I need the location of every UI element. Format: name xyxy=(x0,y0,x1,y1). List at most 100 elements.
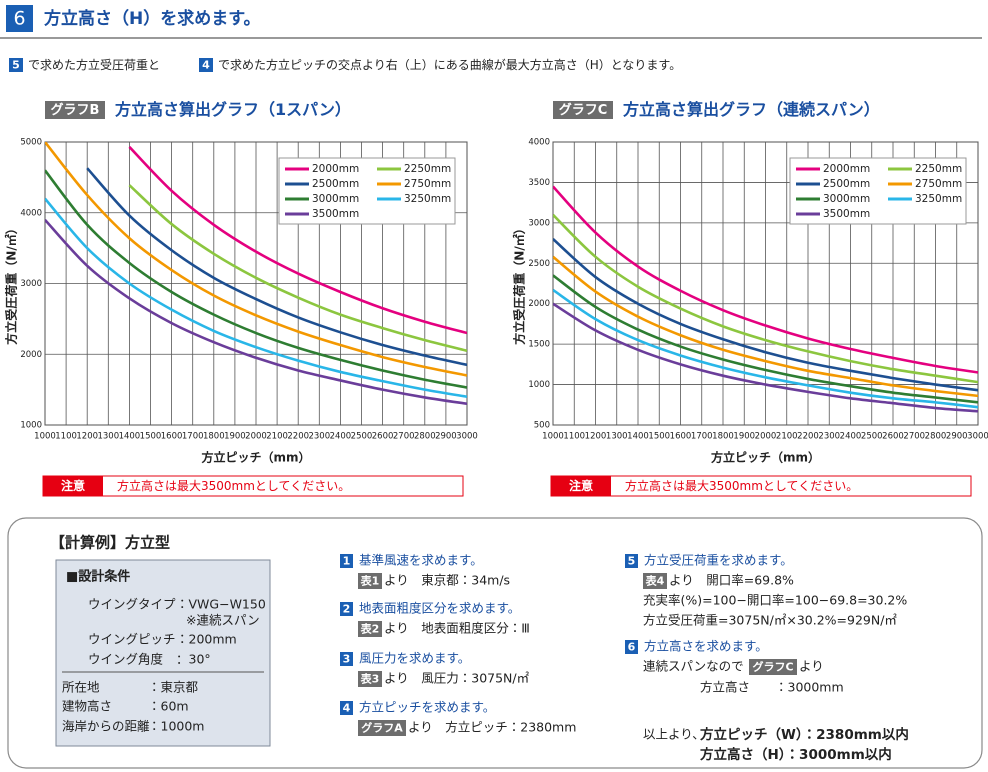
x-tick-label: 1000 xyxy=(34,432,56,442)
x-tick-label: 3000 xyxy=(456,432,478,442)
source-badge-label: グラフA xyxy=(361,721,403,735)
condition-label: 海岸からの距離 xyxy=(62,719,150,734)
series-line xyxy=(45,218,467,406)
y-axis-label: 方立受圧荷重（N/㎡） xyxy=(4,222,19,344)
step-lead: 連続スパンなので xyxy=(643,659,744,674)
x-tick-label: 2800 xyxy=(414,432,436,442)
x-tick-label: 1700 xyxy=(691,432,713,442)
y-tick-label: 5000 xyxy=(20,138,42,148)
series-line xyxy=(128,146,467,335)
x-tick-label: 2300 xyxy=(308,432,330,442)
condition-label: 所在地 xyxy=(62,680,100,695)
x-tick-label: 1600 xyxy=(161,432,183,442)
x-tick-label: 1200 xyxy=(585,432,607,442)
note-text: 方立高さは最大3500mmとしてください。 xyxy=(625,478,858,493)
x-tick-label: 2000 xyxy=(755,432,777,442)
x-tick-label: 1900 xyxy=(733,432,755,442)
x-axis-label: 方立ピッチ（mm） xyxy=(201,450,310,465)
x-tick-label: 2800 xyxy=(925,432,947,442)
step-number-box xyxy=(340,602,353,616)
source-badge xyxy=(643,573,667,589)
legend-label: 3000mm xyxy=(312,193,359,205)
step-number-box xyxy=(340,652,353,666)
legend-label: 2500mm xyxy=(823,178,870,190)
series-group xyxy=(553,185,978,413)
series-line xyxy=(86,167,467,367)
y-tick-label: 2000 xyxy=(20,350,42,360)
step-line: 充実率(%)=100−開口率=100−69.8=30.2% xyxy=(643,593,907,608)
step-text: より 開口率=69.8% xyxy=(669,573,794,588)
series-line xyxy=(45,142,467,377)
step-title: 風圧力を求めます。 xyxy=(359,651,470,666)
intro-text: で求めた方立受圧荷重と xyxy=(28,57,160,72)
step-text: より 風圧力：3075N/㎡ xyxy=(384,671,530,686)
x-tick-label: 2600 xyxy=(372,432,394,442)
x-tick-label: 2200 xyxy=(797,432,819,442)
section-number: 6 xyxy=(13,8,25,30)
note-badge xyxy=(551,476,611,496)
conclusion-lead: 以上より、 xyxy=(643,727,705,742)
series-line xyxy=(553,302,978,413)
x-axis-label: 方立ピッチ（mm） xyxy=(711,450,820,465)
x-tick-label: 3000 xyxy=(967,432,988,442)
x-tick-label: 1100 xyxy=(55,432,77,442)
ref-box xyxy=(199,58,213,72)
source-badge-label: 表4 xyxy=(645,574,665,588)
source-badge-label: グラフC xyxy=(752,660,793,674)
x-tick-label: 2400 xyxy=(840,432,862,442)
x-tick-label: 2900 xyxy=(946,432,968,442)
condition-value: ：1000m xyxy=(148,719,205,734)
intro-text: で求めた方立ピッチの交点より右（上）にある曲線が最大方立高さ（H）となります。 xyxy=(218,57,681,72)
step-title: 地表面粗度区分を求めます。 xyxy=(359,601,520,616)
step-title: 基準風速を求めます。 xyxy=(359,553,483,568)
step-number: 4 xyxy=(343,702,351,715)
legend-label: 2500mm xyxy=(312,178,359,190)
step-line: 方立受圧荷重=3075N/㎡×30.2%=929N/㎡ xyxy=(643,613,897,628)
y-tick-label: 1000 xyxy=(528,380,550,390)
conditions-heading: ■設計条件 xyxy=(66,569,130,585)
note-label: 注意 xyxy=(569,478,593,493)
source-badge-label: 表2 xyxy=(360,622,380,636)
condition-note: ※連続スパン xyxy=(186,613,260,628)
step-number: 2 xyxy=(343,603,351,616)
series-line xyxy=(553,288,978,409)
condition-value: ：東京都 xyxy=(148,680,199,695)
x-tick-label: 1300 xyxy=(606,432,628,442)
series-group xyxy=(45,142,467,406)
y-axis-label: 方立受圧荷重（N/㎡） xyxy=(512,222,527,344)
y-tick-label: 500 xyxy=(534,421,550,431)
source-badge-label: 表1 xyxy=(360,574,380,588)
step-title: 方立受圧荷重を求めます。 xyxy=(644,553,793,568)
ref-box xyxy=(9,58,23,72)
x-tick-label: 2700 xyxy=(903,432,925,442)
x-tick-label: 1400 xyxy=(119,432,141,442)
y-tick-label: 4000 xyxy=(20,208,42,218)
conditions-box xyxy=(55,559,271,747)
x-tick-label: 2100 xyxy=(776,432,798,442)
x-tick-label: 1200 xyxy=(76,432,98,442)
y-tick-label: 2000 xyxy=(528,299,550,309)
y-tick-label: 2500 xyxy=(528,259,550,269)
graph-badge xyxy=(553,101,613,119)
x-tick-label: 1600 xyxy=(670,432,692,442)
chart-title: 方立高さ算出グラフ（1スパン） xyxy=(115,100,351,119)
series-line xyxy=(553,238,978,392)
x-tick-label: 1800 xyxy=(712,432,734,442)
graph-badge xyxy=(45,101,105,119)
y-tick-label: 3000 xyxy=(528,218,550,228)
graph-badge-label: グラフB xyxy=(51,102,100,118)
series-line xyxy=(553,274,978,404)
charts: グラフB 方立高さ算出グラフ（1スパン）1000 1100 1200 1300 1400 1… xyxy=(4,100,988,497)
x-tick-label: 2300 xyxy=(818,432,840,442)
series-line xyxy=(553,213,978,384)
ref-number: 4 xyxy=(202,59,210,72)
y-tick-label: 1500 xyxy=(528,340,550,350)
x-tick-label: 1700 xyxy=(182,432,204,442)
condition-value: ：200mm xyxy=(176,632,237,647)
section-number-box xyxy=(6,5,33,32)
source-badge xyxy=(358,573,382,589)
step-number-box xyxy=(340,701,353,715)
y-tick-label: 3500 xyxy=(528,178,550,188)
